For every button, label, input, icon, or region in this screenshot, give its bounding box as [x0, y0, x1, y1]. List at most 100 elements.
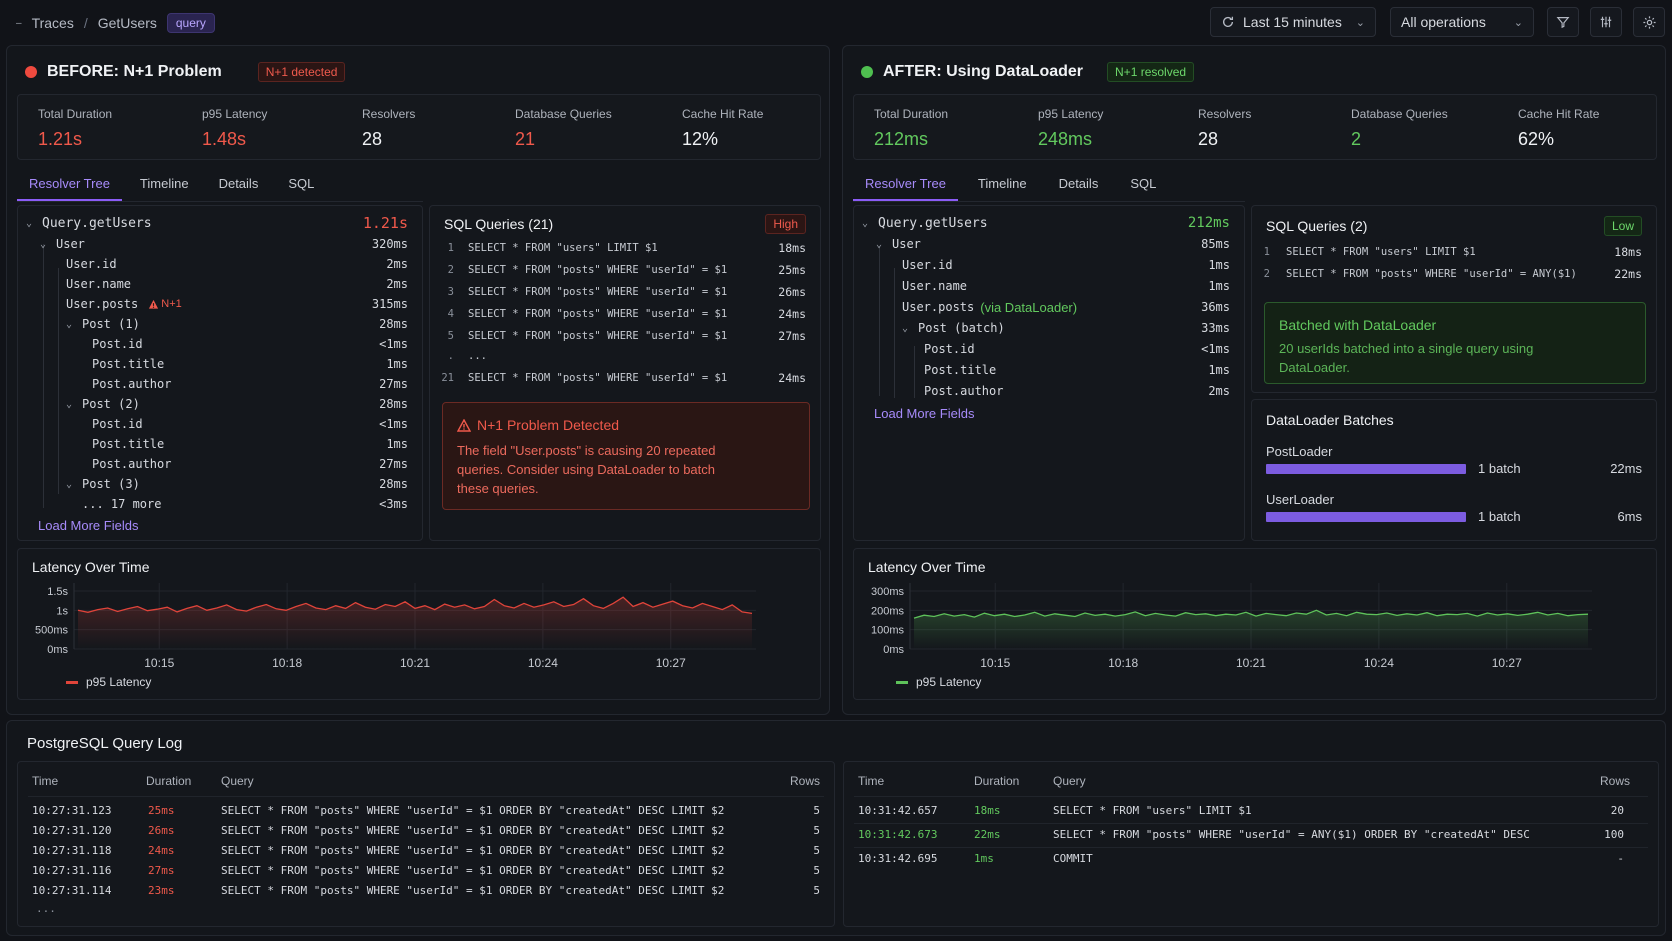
- tree-node[interactable]: ⌄ Post (3) 28ms: [18, 475, 422, 493]
- log-time: 10:27:31.123: [32, 804, 112, 817]
- column-header-duration[interactable]: Duration: [974, 774, 1020, 788]
- tree-node[interactable]: User.id 1ms: [854, 256, 1244, 274]
- n1-resolved-badge: N+1 resolved: [1107, 62, 1195, 82]
- tree-node[interactable]: Post.author 27ms: [18, 455, 422, 473]
- batch-bar: [1266, 512, 1466, 522]
- sql-num: 1: [1263, 246, 1270, 258]
- chart-legend: p95 Latency: [896, 675, 981, 689]
- filter-icon: [1556, 17, 1570, 29]
- sql-text: SELECT * FROM "posts" WHERE "userId" = $…: [468, 286, 728, 298]
- tree-node[interactable]: User.posts N+1 315ms: [18, 295, 422, 313]
- tree-node[interactable]: ⌄ Query.getUsers 212ms: [854, 214, 1244, 232]
- tree-node[interactable]: User.id 2ms: [18, 255, 422, 273]
- x-tick-label: 10:24: [1364, 656, 1394, 670]
- metric-cache-hit-rate: Cache Hit Rate 12%: [682, 107, 763, 150]
- gear-icon: [1642, 15, 1656, 29]
- series-line-p95-latency: [913, 609, 1589, 619]
- tab-sql[interactable]: SQL: [288, 176, 315, 191]
- column-header-query[interactable]: Query: [1053, 774, 1086, 788]
- sql-query-row[interactable]: 2 SELECT * FROM "posts" WHERE "userId" = …: [1252, 264, 1656, 284]
- log-duration: 26ms: [148, 824, 175, 837]
- settings-button[interactable]: [1633, 7, 1665, 37]
- sql-query-row[interactable]: 5 SELECT * FROM "posts" WHERE "userId" = …: [430, 326, 820, 346]
- chevron-down-icon: ⌄: [1355, 16, 1365, 29]
- sql-num: 3: [447, 286, 454, 298]
- tree-node[interactable]: ... 17 more <3ms: [18, 495, 422, 513]
- log-rows: 5: [813, 884, 820, 897]
- after-log-table: Time Duration Query Rows 10:31:42.657 18m…: [843, 761, 1659, 927]
- sql-query-row[interactable]: 4 SELECT * FROM "posts" WHERE "userId" = …: [430, 304, 820, 324]
- operations-select[interactable]: All operations ⌄: [1390, 7, 1534, 37]
- series-area: [914, 610, 1588, 649]
- sql-text: ...: [468, 350, 487, 362]
- tree-node[interactable]: ⌄ Post (batch) 33ms: [854, 319, 1244, 337]
- tree-node[interactable]: User.name 1ms: [854, 277, 1244, 295]
- breadcrumb-separator: /: [83, 15, 88, 31]
- tree-node[interactable]: Post.id <1ms: [18, 335, 422, 353]
- tab-timeline[interactable]: Timeline: [139, 176, 189, 191]
- tree-node[interactable]: ⌄ User 85ms: [854, 235, 1244, 253]
- tab-details[interactable]: Details: [218, 176, 259, 191]
- column-header-time[interactable]: Time: [858, 774, 885, 788]
- breadcrumb-traces[interactable]: Traces: [31, 15, 74, 31]
- tree-node[interactable]: Post.title 1ms: [18, 355, 422, 373]
- tab-resolver-tree[interactable]: Resolver Tree: [17, 170, 122, 201]
- tree-node[interactable]: ⌄ User 320ms: [18, 235, 422, 253]
- metric-label: Database Queries: [515, 107, 612, 121]
- sql-query-row[interactable]: 21 SELECT * FROM "posts" WHERE "userId" =…: [430, 368, 820, 388]
- x-tick-label: 10:21: [1236, 656, 1266, 670]
- tree-node[interactable]: Post.id <1ms: [18, 415, 422, 433]
- filter-button[interactable]: [1547, 7, 1579, 37]
- tab-sql[interactable]: SQL: [1130, 176, 1157, 191]
- log-duration: 23ms: [148, 884, 175, 897]
- sql-num: .: [447, 350, 454, 362]
- column-header-duration[interactable]: Duration: [146, 774, 192, 788]
- tree-node[interactable]: ⌄ Post (1) 28ms: [18, 315, 422, 333]
- column-header-rows[interactable]: Rows: [789, 774, 820, 788]
- tree-guide: [58, 268, 59, 494]
- time-range-select[interactable]: Last 15 minutes ⌄: [1210, 7, 1376, 37]
- compare-button[interactable]: [1590, 7, 1622, 37]
- sql-query-row[interactable]: 1 SELECT * FROM "users" LIMIT $1 18ms: [1252, 242, 1656, 262]
- tree-node-name: Post.title: [92, 437, 165, 451]
- metric-label: Cache Hit Rate: [1518, 107, 1600, 121]
- log-duration: 22ms: [974, 828, 1001, 841]
- load-more-fields-link[interactable]: Load More Fields: [874, 406, 975, 421]
- tree-node[interactable]: Post.author 27ms: [18, 375, 422, 393]
- sql-query-row[interactable]: 3 SELECT * FROM "posts" WHERE "userId" = …: [430, 282, 820, 302]
- via-dataloader-tag: (via DataLoader): [980, 299, 1078, 315]
- x-tick-label: 10:27: [656, 656, 686, 670]
- tree-node-time: <1ms: [1201, 342, 1230, 356]
- log-query: SELECT * FROM "posts" WHERE "userId" = $…: [221, 844, 725, 857]
- tree-node-name: Post (batch): [918, 321, 1005, 335]
- sql-text: SELECT * FROM "posts" WHERE "userId" = $…: [468, 264, 728, 276]
- tree-node[interactable]: Post.author 2ms: [854, 382, 1244, 400]
- tree-node[interactable]: Post.id <1ms: [854, 340, 1244, 358]
- tree-node[interactable]: Post.title 1ms: [18, 435, 422, 453]
- column-header-time[interactable]: Time: [32, 774, 59, 788]
- tree-node[interactable]: ⌄ Query.getUsers 1.21s: [18, 214, 422, 232]
- tab-resolver-tree[interactable]: Resolver Tree: [853, 170, 958, 201]
- tab-details[interactable]: Details: [1058, 176, 1099, 191]
- tab-timeline[interactable]: Timeline: [977, 176, 1027, 191]
- after-latency-chart: Latency Over Time 0ms 100ms 200ms 300ms 10:1…: [853, 548, 1657, 700]
- column-header-rows[interactable]: Rows: [1599, 774, 1630, 788]
- column-header-query[interactable]: Query: [221, 774, 254, 788]
- log-time: 10:27:31.114: [32, 884, 112, 897]
- sql-duration: 18ms: [778, 241, 806, 255]
- batch-bar: [1266, 464, 1466, 474]
- y-tick-label: 1s: [56, 605, 68, 617]
- collapse-icon[interactable]: –: [16, 17, 22, 29]
- tree-node[interactable]: ⌄ Post (2) 28ms: [18, 395, 422, 413]
- tree-guide: [879, 246, 880, 396]
- tree-node[interactable]: User.name 2ms: [18, 275, 422, 293]
- log-rows: -: [1617, 852, 1624, 865]
- sql-query-row[interactable]: 1 SELECT * FROM "users" LIMIT $1 18ms: [430, 238, 820, 258]
- breadcrumb-current[interactable]: GetUsers: [97, 15, 157, 31]
- tree-node-name: Post (3): [82, 477, 140, 491]
- sql-query-row[interactable]: 2 SELECT * FROM "posts" WHERE "userId" = …: [430, 260, 820, 280]
- tree-node[interactable]: User.posts (via DataLoader) 36ms: [854, 298, 1244, 316]
- load-more-fields-link[interactable]: Load More Fields: [38, 518, 139, 533]
- batch-count: 1 batch: [1478, 509, 1521, 524]
- tree-node[interactable]: Post.title 1ms: [854, 361, 1244, 379]
